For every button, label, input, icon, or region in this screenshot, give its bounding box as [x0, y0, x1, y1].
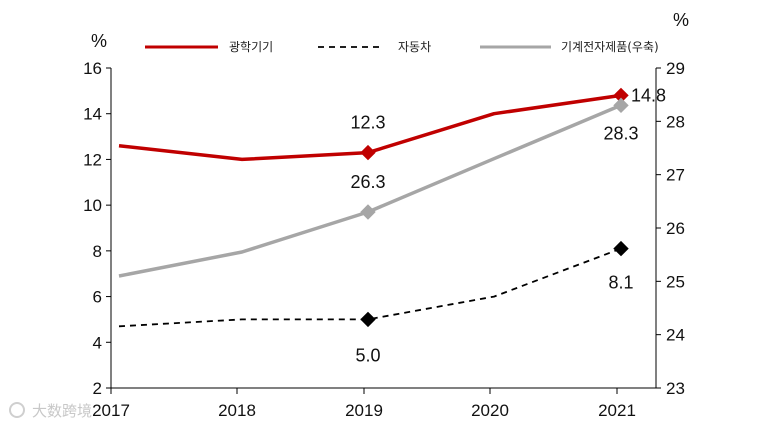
x-axis-ticks: 2017 2018 2019 2020 2021: [92, 388, 636, 420]
left-tick-label: 8: [93, 242, 102, 261]
left-tick-label: 6: [93, 288, 102, 307]
x-tick-label-2019: 2019: [345, 401, 383, 420]
left-tick-label: 16: [83, 59, 102, 78]
left-tick-label: 4: [93, 333, 102, 352]
marker-machinery-2021: [613, 97, 629, 114]
right-axis-ticks: 23 24 25 26 27 28 29: [656, 59, 685, 398]
series-layer: [118, 87, 629, 328]
data-label-optical-2019: 12.3: [350, 113, 385, 133]
data-label-machinery-2019: 26.3: [350, 172, 385, 192]
data-label-machinery-2021: 28.3: [603, 123, 638, 143]
x-tick-label-2018: 2018: [218, 401, 256, 420]
left-tick-label: 10: [83, 196, 102, 215]
x-tick-label-2017: 2017: [92, 401, 130, 420]
legend-label-auto: 자동차: [398, 40, 431, 54]
marker-auto-2021: [613, 240, 629, 257]
series-line-auto: [118, 247, 622, 328]
x-tick-label-2021: 2021: [598, 401, 636, 420]
legend-label-machinery: 기계전자제품(우축): [561, 40, 659, 54]
left-tick-label: 14: [83, 105, 102, 124]
right-tick-label: 24: [666, 326, 685, 345]
right-tick-label: 29: [666, 59, 685, 78]
right-tick-label: 27: [666, 166, 685, 185]
left-axis-unit: %: [91, 31, 107, 51]
x-tick-label-2020: 2020: [471, 401, 509, 420]
right-tick-label: 25: [666, 272, 685, 291]
data-label-layer: 12.3 14.8 5.0 8.1 26.3 28.3: [350, 85, 666, 365]
marker-optical-2019: [360, 144, 376, 161]
data-label-auto-2021: 8.1: [608, 273, 633, 293]
legend: 광학기기 자동차 기계전자제품(우축): [145, 40, 659, 54]
left-tick-label: 12: [83, 150, 102, 169]
watermark-logo-icon: [9, 402, 25, 418]
data-label-optical-2021: 14.8: [631, 85, 666, 105]
legend-label-optical: 광학기기: [229, 40, 273, 54]
right-tick-label: 23: [666, 379, 685, 398]
right-axis-unit: %: [673, 10, 689, 30]
watermark: 大数跨境: [9, 402, 92, 420]
data-label-auto-2019: 5.0: [355, 345, 380, 365]
right-tick-label: 26: [666, 219, 685, 238]
watermark-text: 大数跨境: [32, 402, 92, 420]
right-tick-label: 28: [666, 112, 685, 131]
left-axis-ticks: 2 4 6 8 10 12 14 16: [83, 59, 111, 398]
marker-auto-2019: [360, 311, 376, 328]
left-tick-label: 2: [93, 379, 102, 398]
marker-machinery-2019: [360, 204, 376, 220]
